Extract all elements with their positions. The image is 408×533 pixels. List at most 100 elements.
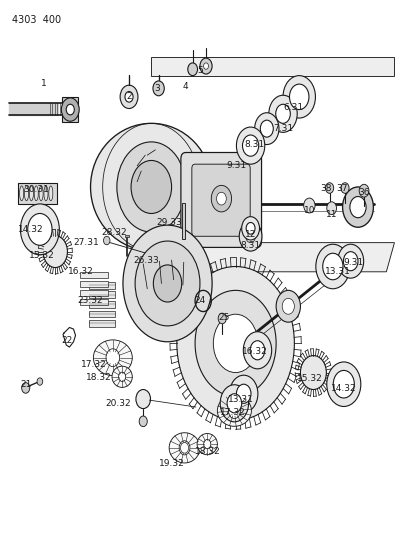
Circle shape <box>230 375 258 413</box>
FancyBboxPatch shape <box>192 164 250 236</box>
Circle shape <box>179 441 190 455</box>
Circle shape <box>343 187 373 227</box>
Text: 14.32: 14.32 <box>18 225 43 234</box>
Text: 17.32: 17.32 <box>81 360 106 369</box>
Ellipse shape <box>44 186 48 201</box>
Circle shape <box>236 127 265 164</box>
Circle shape <box>282 298 294 314</box>
Ellipse shape <box>169 433 200 463</box>
Text: 18.32: 18.32 <box>195 447 221 456</box>
Circle shape <box>177 266 294 420</box>
Circle shape <box>43 236 67 268</box>
Circle shape <box>180 442 188 453</box>
Bar <box>89 301 115 308</box>
Ellipse shape <box>20 186 24 201</box>
Circle shape <box>37 378 43 385</box>
Circle shape <box>20 204 59 255</box>
Text: 9.31: 9.31 <box>344 258 364 266</box>
Circle shape <box>106 349 120 367</box>
Circle shape <box>131 160 172 214</box>
Text: 15.32: 15.32 <box>297 374 322 383</box>
Circle shape <box>157 257 164 267</box>
Circle shape <box>125 92 133 102</box>
Circle shape <box>250 341 265 360</box>
Bar <box>80 272 108 278</box>
Circle shape <box>204 63 208 69</box>
Text: 5: 5 <box>197 66 203 75</box>
Circle shape <box>228 403 240 418</box>
Circle shape <box>153 265 182 302</box>
Text: 6.31: 6.31 <box>283 103 303 112</box>
FancyBboxPatch shape <box>181 152 262 247</box>
Circle shape <box>135 241 200 326</box>
Circle shape <box>316 244 350 289</box>
Bar <box>18 183 57 204</box>
Circle shape <box>341 183 349 193</box>
Circle shape <box>204 440 211 449</box>
Text: 16.32: 16.32 <box>242 347 268 356</box>
Text: 22: 22 <box>62 336 73 345</box>
Text: 10: 10 <box>304 206 315 215</box>
Circle shape <box>211 185 232 212</box>
Text: 27.31: 27.31 <box>73 238 100 247</box>
Text: 4: 4 <box>183 82 188 91</box>
Circle shape <box>276 290 300 322</box>
Ellipse shape <box>29 186 33 201</box>
Text: 9.31: 9.31 <box>226 161 246 170</box>
Ellipse shape <box>93 340 132 376</box>
Text: 17.32: 17.32 <box>220 408 245 417</box>
Circle shape <box>290 84 309 110</box>
Circle shape <box>220 385 248 422</box>
Ellipse shape <box>34 186 38 201</box>
Text: 28.32: 28.32 <box>101 228 127 237</box>
Text: 26.33: 26.33 <box>133 256 160 265</box>
Ellipse shape <box>91 123 212 251</box>
Ellipse shape <box>49 186 53 201</box>
Circle shape <box>246 222 255 234</box>
Circle shape <box>28 214 52 245</box>
Bar <box>80 281 108 287</box>
Circle shape <box>236 384 251 403</box>
Polygon shape <box>151 57 395 76</box>
Text: 1: 1 <box>41 79 47 88</box>
Bar <box>182 203 185 239</box>
Circle shape <box>323 253 343 280</box>
Circle shape <box>104 236 110 245</box>
Circle shape <box>153 81 164 96</box>
Circle shape <box>243 332 272 369</box>
Bar <box>89 292 115 298</box>
Circle shape <box>123 225 212 342</box>
Ellipse shape <box>197 433 217 455</box>
Circle shape <box>239 221 262 251</box>
FancyBboxPatch shape <box>62 97 78 122</box>
Text: 20.32: 20.32 <box>105 399 131 408</box>
Circle shape <box>333 370 354 398</box>
Circle shape <box>269 95 297 132</box>
Circle shape <box>227 394 242 413</box>
Text: 30.31: 30.31 <box>23 185 49 194</box>
Text: 38: 38 <box>320 183 331 192</box>
Circle shape <box>188 63 197 76</box>
Circle shape <box>327 362 361 407</box>
Circle shape <box>119 372 126 382</box>
Polygon shape <box>175 243 395 272</box>
Circle shape <box>283 76 315 118</box>
Text: 13.31: 13.31 <box>325 268 350 276</box>
Bar <box>89 320 115 327</box>
Circle shape <box>195 290 276 397</box>
Circle shape <box>200 58 212 74</box>
Circle shape <box>338 244 364 278</box>
Text: 8.31: 8.31 <box>244 140 265 149</box>
Circle shape <box>255 113 279 144</box>
Text: 11: 11 <box>326 210 337 219</box>
Circle shape <box>304 198 315 213</box>
Text: 14.32: 14.32 <box>331 384 357 393</box>
Text: 19.32: 19.32 <box>159 459 184 469</box>
Text: 16.32: 16.32 <box>68 268 93 276</box>
Circle shape <box>120 85 138 109</box>
Circle shape <box>300 356 326 390</box>
Text: 37: 37 <box>336 183 348 192</box>
Circle shape <box>61 98 79 121</box>
Text: 25: 25 <box>219 313 230 322</box>
Text: 23.32: 23.32 <box>78 296 103 305</box>
